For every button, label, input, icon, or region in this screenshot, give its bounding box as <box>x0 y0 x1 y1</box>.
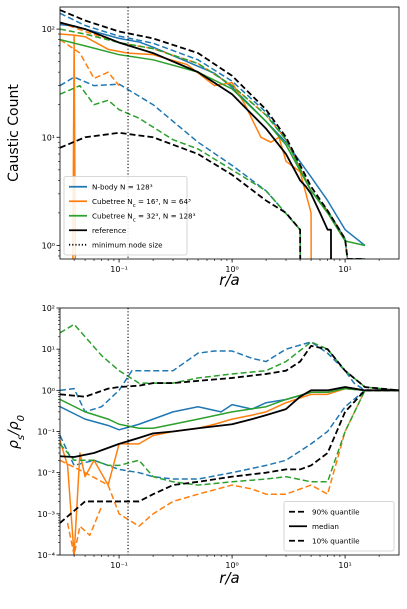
legend-box <box>63 176 188 256</box>
y-tick-label: 10⁰ <box>42 386 55 395</box>
series-line-cube32-dashed <box>60 84 301 259</box>
series-line-reference-dashed <box>60 131 302 259</box>
series-line-cube16-solid <box>60 33 312 259</box>
legend-label: 10% quantile <box>312 536 360 545</box>
series-line-reference-dashed <box>60 345 399 398</box>
series-line-cube32-solid <box>60 387 399 429</box>
x-tick-label: 10⁰ <box>225 265 238 274</box>
series-line-nbody-dashed <box>60 341 399 413</box>
series-line-nbody-solid <box>60 23 366 247</box>
legend-label: Cubetree Nc = 32³, N = 128³ <box>92 211 196 223</box>
y-axis-title: ρs/ρ0 <box>6 415 27 449</box>
x-tick-label: 10¹ <box>338 265 351 274</box>
plot-frame <box>59 6 400 260</box>
y-axis-title: Caustic Count <box>6 84 22 182</box>
legend-box <box>283 501 395 552</box>
series-line-reference-dashed <box>60 389 399 524</box>
y-tick-label: 10⁻² <box>37 469 55 478</box>
y-tick-label: 10⁰ <box>42 241 55 250</box>
y-tick-label: 10⁻¹ <box>37 428 55 437</box>
series-line-reference-solid <box>60 386 399 458</box>
series-line-nbody-dashed <box>60 12 365 259</box>
legend-label: reference <box>92 226 127 235</box>
y-tick-label: 10¹ <box>42 133 55 142</box>
x-axis-title: r/a <box>219 569 239 587</box>
legend: 90% quantile median 10% quantile <box>283 501 395 552</box>
minor-ticks <box>58 309 380 557</box>
series-line-cube32-solid <box>60 38 366 247</box>
series-line-cube32-dashed <box>60 323 399 392</box>
legend-label: N-body N = 128³ <box>92 182 153 191</box>
series-line-cube32-dashed <box>60 389 399 486</box>
legend-label: 90% quantile <box>312 507 360 516</box>
series-line-cube16-dashed <box>60 38 120 87</box>
series-line-cube16-dashed <box>60 389 399 527</box>
legend-label: median <box>312 522 339 531</box>
series-line-cube16-dashed <box>66 506 103 555</box>
caustic-count-panel: 10⁻¹ 10⁰ 10¹ 10⁰ 10¹ 10² r/a Caustic Count N-bod… <box>6 6 400 289</box>
y-tick-label: 10² <box>42 304 55 313</box>
legend-label: minimum node size <box>92 240 163 249</box>
x-tick-label: 10⁰ <box>225 561 238 570</box>
y-tick-label: 10¹ <box>42 345 55 354</box>
y-tick-label: 10⁻³ <box>37 510 55 519</box>
y-tick-label: 10² <box>42 25 55 34</box>
x-axis-title: r/a <box>219 271 239 289</box>
x-tick-label: 10⁻¹ <box>110 561 128 570</box>
series-group <box>60 323 399 555</box>
x-tick-label: 10¹ <box>338 561 351 570</box>
series-line-cube32-dashed <box>60 28 365 259</box>
density-ratio-panel: 10⁻¹ 10⁰ 10¹ 10⁻⁴ 10⁻³ 10⁻² 10⁻¹ 10⁰ 10¹ 10² r/a ρs… <box>6 304 400 587</box>
x-tick-label: 10⁻¹ <box>110 265 128 274</box>
legend-label: Cubetree Nc = 16³, N = 64³ <box>92 197 191 209</box>
series-line-reference-solid <box>60 21 332 259</box>
legend: N-body N = 128³ Cubetree Nc = 16³, N = 64… <box>63 176 196 256</box>
minor-ticks <box>58 33 380 261</box>
y-tick-label: 10⁻⁴ <box>37 551 55 560</box>
